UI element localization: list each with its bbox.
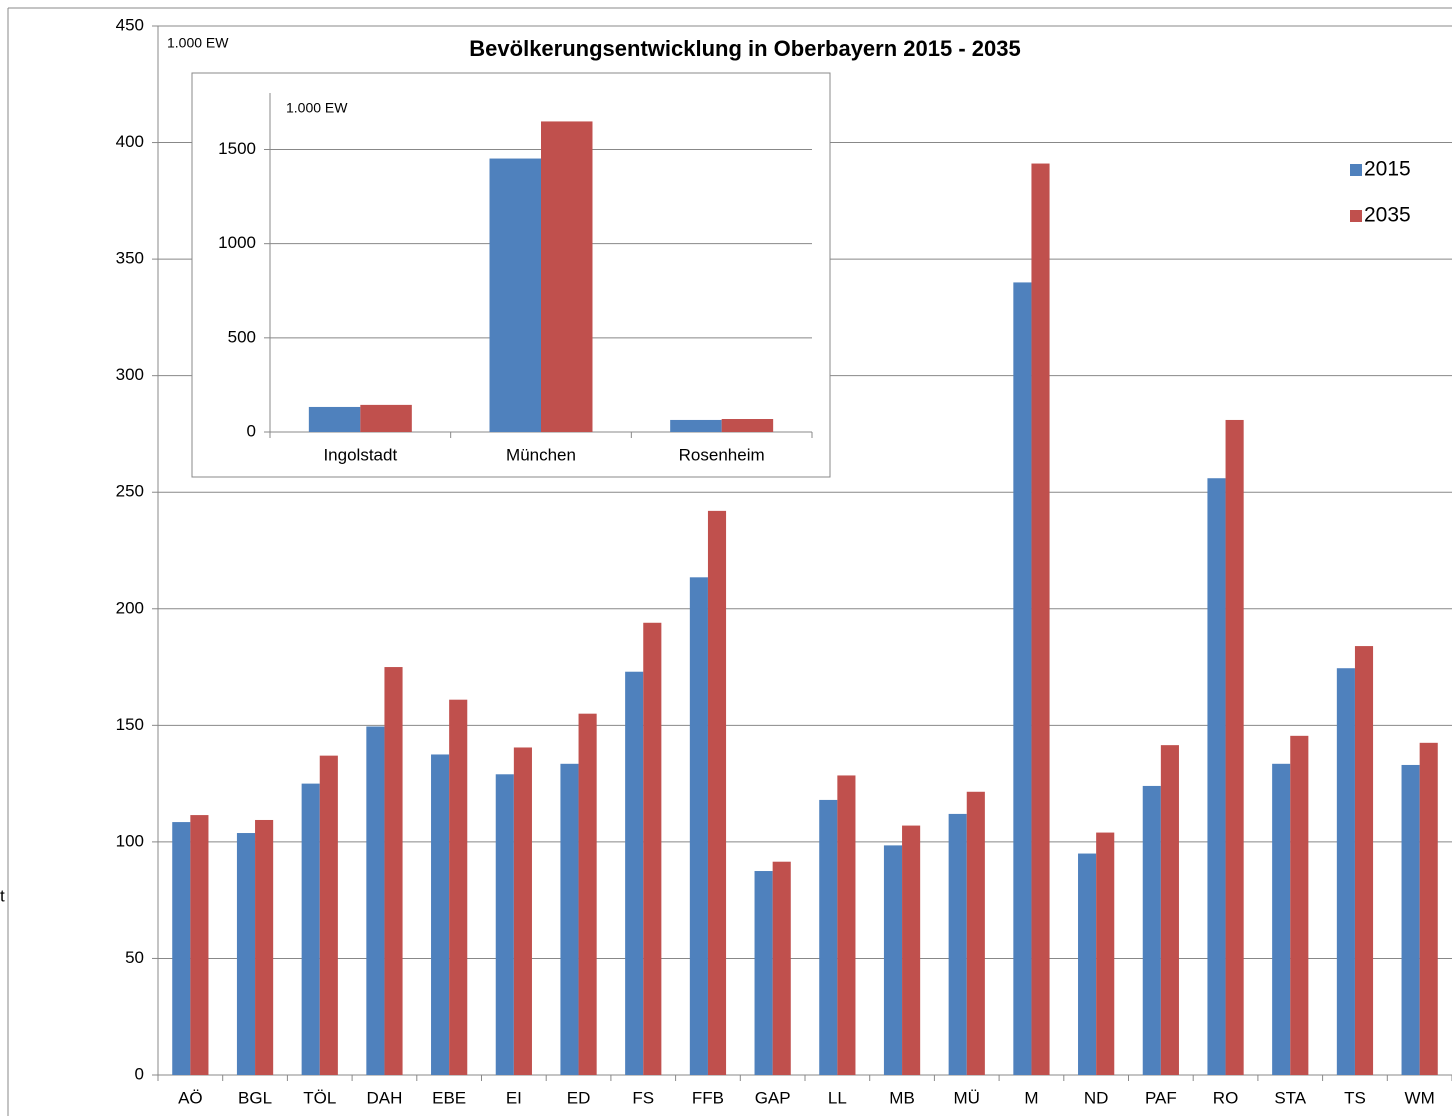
x-tick-label: LL xyxy=(828,1088,847,1107)
bar xyxy=(1031,163,1050,1076)
y-tick-label: 450 xyxy=(116,15,144,34)
y-tick-label: 100 xyxy=(116,831,144,850)
y-tick-label: 0 xyxy=(247,421,256,440)
y-tick-label: 350 xyxy=(116,249,144,268)
x-tick-label: MB xyxy=(889,1088,915,1107)
bar xyxy=(643,622,662,1075)
bar xyxy=(449,699,468,1075)
x-tick-label: STA xyxy=(1274,1088,1306,1107)
bar xyxy=(1207,478,1226,1075)
x-tick-label: ED xyxy=(567,1088,591,1107)
bar xyxy=(1401,764,1420,1075)
x-tick-label: FS xyxy=(632,1088,654,1107)
bar xyxy=(1354,646,1374,1075)
x-tick-label: FFB xyxy=(692,1088,724,1107)
bar xyxy=(837,775,856,1075)
bar xyxy=(1272,763,1291,1075)
bar xyxy=(772,861,791,1075)
y-tick-label: 500 xyxy=(228,327,256,346)
x-tick-label: BGL xyxy=(238,1088,272,1107)
bar xyxy=(966,791,985,1075)
bar xyxy=(541,121,593,433)
y-tick-label: 1000 xyxy=(218,233,256,252)
chart-title: Bevölkerungsentwicklung in Oberbayern 20… xyxy=(469,36,1020,61)
bar xyxy=(495,774,514,1075)
bar xyxy=(513,747,532,1075)
x-tick-label: Ingolstadt xyxy=(323,445,397,464)
y-tick-label: 0 xyxy=(135,1064,144,1083)
legend-swatch xyxy=(1350,164,1362,176)
y-tick-label: 250 xyxy=(116,482,144,501)
legend-label: 2035 xyxy=(1364,204,1411,227)
x-tick-label: EBE xyxy=(432,1088,466,1107)
bar xyxy=(883,845,903,1075)
x-tick-label: MÜ xyxy=(954,1088,980,1107)
bar xyxy=(578,713,597,1075)
x-tick-label: GAP xyxy=(755,1088,791,1107)
bar xyxy=(1336,668,1355,1075)
bar xyxy=(948,813,967,1075)
bar xyxy=(236,833,256,1075)
y-tick-label: 200 xyxy=(116,598,144,617)
bar xyxy=(819,799,838,1075)
bar xyxy=(1419,742,1438,1075)
x-tick-label: AÖ xyxy=(178,1088,203,1107)
x-tick-label: Rosenheim xyxy=(679,445,765,464)
x-tick-label: WM xyxy=(1405,1088,1435,1107)
bar xyxy=(172,822,191,1075)
bar xyxy=(319,755,338,1075)
x-tick-label: TÖL xyxy=(303,1088,336,1107)
bar xyxy=(190,815,209,1075)
bar xyxy=(384,667,403,1075)
x-tick-label: M xyxy=(1024,1088,1038,1107)
bar xyxy=(625,671,644,1075)
x-tick-label: PAF xyxy=(1145,1088,1177,1107)
y-tick-label: 1500 xyxy=(218,139,256,158)
legend-label: 2015 xyxy=(1364,158,1411,181)
bar xyxy=(360,404,412,432)
bar xyxy=(255,819,274,1075)
bar xyxy=(670,419,722,432)
bar xyxy=(301,783,320,1075)
x-tick-label: RO xyxy=(1213,1088,1239,1107)
unit-label: 1.000 EW xyxy=(167,35,229,51)
y-tick-label: 400 xyxy=(116,132,144,151)
bar xyxy=(1078,853,1097,1075)
bar xyxy=(1096,832,1115,1075)
bar xyxy=(366,726,385,1075)
bar xyxy=(308,406,361,432)
bar xyxy=(721,419,774,432)
bar xyxy=(1142,785,1161,1075)
bar xyxy=(1013,282,1032,1075)
bar xyxy=(1160,745,1179,1075)
bar xyxy=(431,754,450,1075)
y-tick-label: 300 xyxy=(116,365,144,384)
y-tick-label: 150 xyxy=(116,715,144,734)
bar xyxy=(754,871,773,1075)
bar xyxy=(707,510,727,1076)
side-label: t xyxy=(0,886,5,905)
legend-swatch xyxy=(1350,210,1362,222)
unit-label: 1.000 EW xyxy=(286,100,348,116)
x-tick-label: EI xyxy=(506,1088,522,1107)
bar xyxy=(560,763,579,1075)
bar xyxy=(1290,735,1309,1075)
bar xyxy=(489,158,541,433)
x-tick-label: DAH xyxy=(366,1088,402,1107)
bar xyxy=(689,577,708,1075)
y-tick-label: 50 xyxy=(125,948,144,967)
bar xyxy=(902,825,921,1075)
bar xyxy=(1225,419,1244,1075)
x-tick-label: München xyxy=(506,445,576,464)
x-tick-label: ND xyxy=(1084,1088,1109,1107)
x-tick-label: TS xyxy=(1344,1088,1366,1107)
